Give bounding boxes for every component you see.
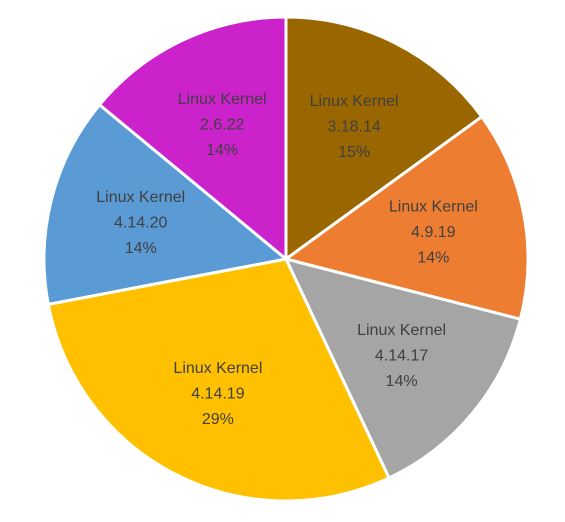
- slice-label-percent: 14%: [206, 142, 238, 159]
- pie-slice-4-14-17: [284, 257, 522, 480]
- slice-label-percent: 14%: [125, 240, 157, 257]
- pie-slice-4-14-20: [42, 103, 288, 306]
- slice-label-name: Linux Kernel: [178, 91, 267, 108]
- slice-label-percent: 14%: [417, 249, 449, 266]
- slice-label-version: 4.9.19: [411, 224, 456, 241]
- slice-label-4-9-19: Linux Kernel 4.9.19 14%: [389, 198, 478, 266]
- slice-label-percent: 29%: [202, 411, 234, 428]
- pie-slice-4-9-19: [284, 115, 530, 321]
- slice-labels: Linux Kernel 3.18.14 15% Linux Kernel 4.9.19…: [96, 91, 478, 428]
- pie-slice-2-6-22: [98, 15, 288, 261]
- slice-label-version: 4.14.17: [375, 348, 428, 365]
- slice-label-4-14-19: Linux Kernel 4.14.19 29%: [173, 360, 262, 428]
- slice-label-name: Linux Kernel: [310, 93, 399, 110]
- slice-label-2-6-22: Linux Kernel 2.6.22 14%: [178, 91, 267, 159]
- pie-slice-3-18-14: [284, 15, 484, 261]
- slice-label-percent: 14%: [386, 373, 418, 390]
- slice-label-percent: 15%: [338, 144, 370, 161]
- slice-label-3-18-14: Linux Kernel 3.18.14 15%: [310, 93, 399, 161]
- slice-label-4-14-20: Linux Kernel 4.14.20 14%: [96, 189, 185, 257]
- slice-label-name: Linux Kernel: [357, 322, 446, 339]
- slice-label-version: 2.6.22: [200, 116, 245, 133]
- slice-label-name: Linux Kernel: [96, 189, 185, 206]
- slice-label-name: Linux Kernel: [389, 198, 478, 215]
- slice-label-name: Linux Kernel: [173, 360, 262, 377]
- slice-label-version: 4.14.20: [114, 215, 167, 232]
- pie-slices: [42, 15, 530, 503]
- slice-label-version: 3.18.14: [327, 118, 380, 135]
- slice-label-version: 4.14.19: [191, 386, 244, 403]
- pie-slice-4-14-19: [46, 257, 391, 503]
- slice-label-4-14-17: Linux Kernel 4.14.17 14%: [357, 322, 446, 390]
